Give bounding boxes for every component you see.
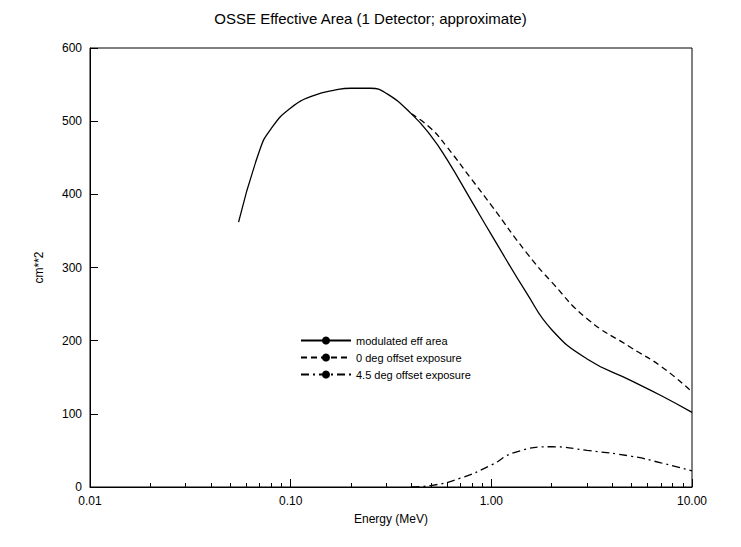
svg-text:500: 500 <box>62 114 82 128</box>
svg-text:100: 100 <box>62 407 82 421</box>
svg-text:400: 400 <box>62 187 82 201</box>
svg-text:200: 200 <box>62 334 82 348</box>
svg-text:0.10: 0.10 <box>279 494 303 508</box>
svg-text:10.00: 10.00 <box>677 494 707 508</box>
svg-text:600: 600 <box>62 41 82 55</box>
svg-text:Energy (MeV): Energy (MeV) <box>354 512 428 526</box>
svg-text:300: 300 <box>62 261 82 275</box>
svg-text:0: 0 <box>75 480 82 494</box>
svg-text:cm**2: cm**2 <box>32 251 46 283</box>
svg-text:0 deg offset exposure: 0 deg offset exposure <box>356 352 462 364</box>
svg-text:OSSE Effective Area (1 Detecto: OSSE Effective Area (1 Detector; approxi… <box>214 10 526 27</box>
svg-text:4.5 deg offset exposure: 4.5 deg offset exposure <box>356 369 471 381</box>
svg-text:1.00: 1.00 <box>480 494 504 508</box>
svg-text:modulated eff area: modulated eff area <box>356 335 448 347</box>
svg-text:0.01: 0.01 <box>78 494 102 508</box>
